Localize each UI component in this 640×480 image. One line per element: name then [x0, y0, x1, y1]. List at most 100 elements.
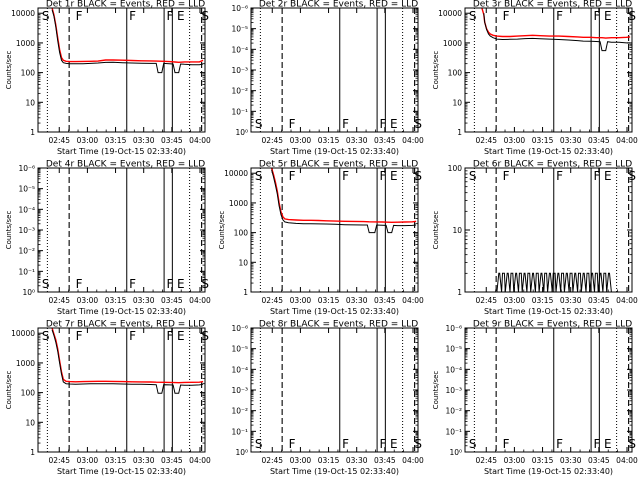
x-tick-label: 02:45	[261, 456, 283, 465]
x-tick-label: 03:00	[77, 456, 99, 465]
orbit-marker-f: F	[76, 329, 83, 343]
y-tick-label: 10⁻²	[445, 407, 462, 416]
y-tick-label: 1000	[16, 359, 35, 368]
x-tick-label: 03:00	[290, 456, 312, 465]
chart-title: Det 4r BLACK = Events, RED = LLD	[46, 160, 205, 170]
x-tick-label: 03:30	[346, 296, 368, 305]
orbit-marker-f: F	[556, 169, 563, 183]
orbit-marker-f: F	[289, 169, 296, 183]
orbit-marker-f: F	[289, 437, 296, 451]
y-tick-label: 10000	[11, 329, 35, 338]
x-tick-label: 02:45	[475, 456, 497, 465]
events-rate-line	[496, 272, 612, 292]
x-axis-label: Start Time (19-Oct-15 02:33:40)	[270, 467, 399, 476]
orbit-marker-e: E	[390, 117, 398, 131]
y-tick-label: 10⁻²	[231, 87, 248, 96]
x-tick-label: 03:00	[504, 136, 526, 145]
y-tick-label: 1	[30, 448, 35, 457]
chart-title: Det 3r BLACK = Events, RED = LLD	[473, 0, 632, 10]
orbit-marker-s: S	[469, 437, 477, 451]
y-tick-label: 10	[452, 226, 462, 235]
y-tick-label: 10000	[224, 169, 248, 178]
orbit-marker-f: F	[342, 169, 349, 183]
orbit-marker-f: F	[166, 277, 173, 291]
x-tick-label: 04:00	[616, 296, 638, 305]
y-tick-label: 100	[21, 69, 36, 78]
x-tick-label: 04:00	[402, 136, 424, 145]
orbit-marker-s: S	[255, 117, 263, 131]
x-tick-label: 03:15	[318, 296, 340, 305]
x-axis-label: Start Time (19-Oct-15 02:33:40)	[270, 147, 399, 156]
det-9r-panel: Det 9r BLACK = Events, RED = LLD Counts/s…	[432, 320, 638, 477]
y-tick-label: 10⁰	[449, 448, 462, 457]
orbit-marker-s: S	[42, 329, 50, 343]
x-tick-label: 02:45	[475, 136, 497, 145]
x-axis-label: Start Time (19-Oct-15 02:33:40)	[270, 307, 399, 316]
y-tick-label: 10⁻⁶	[231, 4, 248, 13]
plot-frame	[464, 167, 633, 293]
orbit-marker-f: F	[129, 277, 136, 291]
y-tick-label: 10⁻⁵	[445, 345, 462, 354]
orbit-marker-f: F	[379, 437, 386, 451]
x-tick-label: 04:00	[616, 136, 638, 145]
orbit-marker-s: S	[42, 277, 50, 291]
orbit-marker-e: E	[604, 9, 612, 23]
y-tick-label: 10	[25, 418, 35, 427]
orbit-marker-f: F	[379, 117, 386, 131]
orbit-marker-f: F	[593, 437, 600, 451]
y-tick-label: 10⁻²	[231, 407, 248, 416]
orbit-marker-s: S	[469, 9, 477, 23]
x-tick-label: 03:45	[161, 136, 183, 145]
x-tick-label: 03:00	[77, 136, 99, 145]
chart-title: Det 7r BLACK = Events, RED = LLD	[46, 320, 205, 330]
x-tick-label: 03:15	[105, 296, 127, 305]
y-tick-label: 10⁻⁵	[231, 25, 248, 34]
x-tick-label: 03:30	[346, 456, 368, 465]
y-axis-label: Counts/sec	[218, 211, 226, 250]
x-tick-label: 03:45	[588, 456, 610, 465]
orbit-marker-e: E	[390, 169, 398, 183]
det-4r-panel: Det 4r BLACK = Events, RED = LLD Counts/s…	[5, 160, 211, 317]
x-tick-label: 03:45	[588, 136, 610, 145]
events-rate-line	[51, 329, 204, 394]
x-tick-label: 03:45	[374, 456, 396, 465]
x-axis-label: Start Time (19-Oct-15 02:33:40)	[484, 467, 613, 476]
y-axis-label: Counts/sec	[5, 211, 13, 250]
x-tick-label: 02:45	[261, 136, 283, 145]
x-tick-label: 02:45	[48, 296, 70, 305]
x-tick-label: 02:45	[48, 456, 70, 465]
orbit-marker-e: E	[604, 169, 612, 183]
orbit-marker-f: F	[129, 329, 136, 343]
y-tick-label: 1	[243, 288, 248, 297]
y-tick-label: 10⁻⁴	[231, 45, 248, 54]
y-tick-label: 10⁻³	[18, 226, 35, 235]
det-5r-panel: Det 5r BLACK = Events, RED = LLD Counts/s…	[218, 160, 424, 317]
y-tick-label: 10⁻³	[231, 66, 248, 75]
orbit-marker-f: F	[129, 9, 136, 23]
chart-title: Det 6r BLACK = Events, RED = LLD	[473, 160, 632, 170]
det-2r-panel: Det 2r BLACK = Events, RED = LLD Start Ti…	[231, 0, 424, 156]
y-tick-label: 10⁻⁶	[18, 164, 35, 173]
y-tick-label: 10⁻¹	[231, 427, 248, 436]
y-axis-label: Counts/sec	[5, 51, 13, 90]
orbit-marker-f: F	[166, 9, 173, 23]
lld-rate-line	[270, 168, 417, 224]
y-tick-label: 10⁻⁴	[231, 365, 248, 374]
events-rate-line	[51, 9, 204, 74]
orbit-marker-s: S	[255, 437, 263, 451]
x-tick-label: 03:00	[290, 136, 312, 145]
x-tick-label: 03:45	[161, 456, 183, 465]
x-tick-label: 03:45	[588, 296, 610, 305]
y-tick-label: 1	[30, 128, 35, 137]
y-tick-label: 10⁻⁴	[445, 365, 462, 374]
x-tick-label: 04:00	[189, 296, 211, 305]
y-tick-label: 10⁻¹	[445, 427, 462, 436]
y-tick-label: 10⁻⁵	[231, 345, 248, 354]
y-tick-label: 10⁻⁶	[231, 324, 248, 333]
y-tick-label: 10	[452, 98, 462, 107]
y-tick-label: 1000	[229, 199, 248, 208]
y-axis-label: Counts/sec	[432, 51, 440, 90]
y-tick-label: 10⁻³	[445, 386, 462, 395]
x-axis-label: Start Time (19-Oct-15 02:33:40)	[57, 467, 186, 476]
